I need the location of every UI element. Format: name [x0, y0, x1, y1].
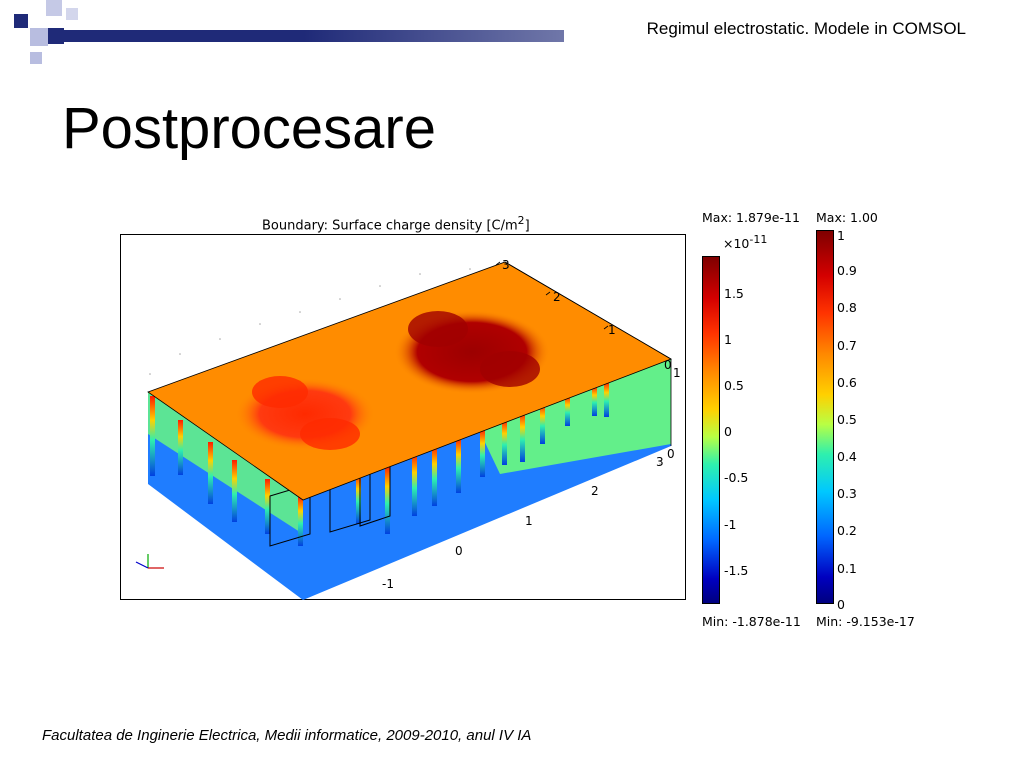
colorbar-left-tick: 0.5 — [724, 378, 744, 393]
axis-triad-icon — [135, 554, 164, 569]
x-axis-tick: 2 — [591, 484, 599, 498]
x-axis-tick: 0 — [455, 544, 463, 558]
colorbar-left-exponent: ×10-11 — [723, 233, 768, 252]
colorbar-right-tick: 1 — [837, 228, 845, 243]
plot-title-end: ] — [524, 218, 530, 234]
colorbar-right-tick: 0 — [837, 597, 845, 612]
colorbar-right-max: Max: 1.00 — [816, 210, 878, 225]
surface-plot — [135, 261, 672, 600]
colorbar-right-tick: 0.2 — [837, 523, 857, 538]
colorbar-left-tick: 1 — [724, 332, 732, 347]
plot-title: Boundary: Surface charge density [C/m2] — [262, 214, 530, 233]
colorbar-left-max: Max: 1.879e-11 — [702, 210, 800, 225]
colorbar-left-tick: -1.5 — [724, 563, 749, 578]
z-axis-tick: 0 — [667, 447, 675, 461]
slide-title: Postprocesare — [62, 96, 436, 161]
colorbar-right-tick: 0.8 — [837, 300, 857, 315]
y-axis-tick: 2 — [553, 290, 561, 304]
colorbar-left — [702, 256, 720, 604]
colorbar-right-tick: 0.1 — [837, 561, 857, 576]
z-axis-tick: 1 — [673, 366, 681, 380]
colorbar-right — [816, 230, 834, 604]
colorbar-left-tick: 1.5 — [724, 286, 744, 301]
colorbar-right-tick: 0.5 — [837, 412, 857, 427]
y-axis-tick: 3 — [502, 258, 510, 272]
colorbar-right-tick: 0.7 — [837, 338, 857, 353]
plot-title-main: Boundary: Surface charge density [C/m — [262, 218, 518, 234]
header-text: Regimul electrostatic. Modele in COMSOL — [646, 19, 966, 38]
x-axis-tick: 1 — [525, 514, 533, 528]
colorbar-right-tick: 0.3 — [837, 486, 857, 501]
footer-text: Facultatea de Inginerie Electrica, Medii… — [42, 727, 532, 744]
colorbar-left-min: Min: -1.878e-11 — [702, 614, 801, 629]
y-axis-tick: 1 — [608, 323, 616, 337]
x-axis-tick: -1 — [382, 577, 394, 591]
colorbar-left-tick: -0.5 — [724, 470, 749, 485]
pillars — [150, 382, 609, 546]
colorbar-right-min: Min: -9.153e-17 — [816, 614, 915, 629]
x-axis-tick: 3 — [656, 455, 664, 469]
y-axis-tick: 0 — [664, 358, 672, 372]
colorbar-right-tick: 0.4 — [837, 449, 857, 464]
colorbar-right-tick: 0.6 — [837, 375, 857, 390]
colorbar-left-tick: 0 — [724, 424, 732, 439]
colorbar-right-tick: 0.9 — [837, 263, 857, 278]
colorbar-left-tick: -1 — [724, 517, 737, 532]
header-rule — [64, 30, 1024, 42]
plot-title-superscript: 2 — [517, 214, 525, 227]
